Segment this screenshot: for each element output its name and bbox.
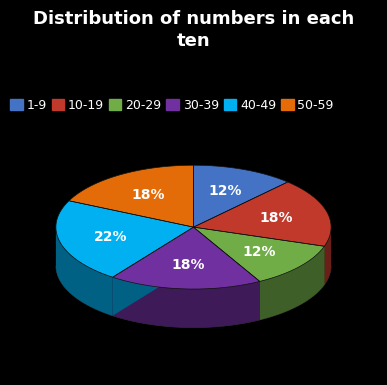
Text: 18%: 18% (259, 211, 293, 224)
Polygon shape (113, 277, 260, 328)
Polygon shape (194, 227, 260, 320)
Polygon shape (194, 227, 260, 320)
Polygon shape (194, 227, 324, 285)
Legend: 1-9, 10-19, 20-29, 30-39, 40-49, 50-59: 1-9, 10-19, 20-29, 30-39, 40-49, 50-59 (10, 99, 334, 112)
Text: 22%: 22% (94, 230, 128, 244)
Polygon shape (69, 165, 194, 227)
Polygon shape (324, 227, 331, 285)
Polygon shape (194, 227, 324, 281)
Text: 12%: 12% (208, 184, 241, 198)
Polygon shape (194, 182, 331, 246)
Polygon shape (56, 201, 194, 277)
Polygon shape (113, 227, 260, 289)
Text: 18%: 18% (131, 188, 164, 202)
Polygon shape (194, 227, 324, 285)
Text: Distribution of numbers in each
ten: Distribution of numbers in each ten (33, 10, 354, 50)
Polygon shape (260, 246, 324, 320)
Text: 18%: 18% (171, 258, 205, 273)
Polygon shape (113, 227, 194, 316)
Polygon shape (194, 165, 288, 227)
Polygon shape (56, 228, 113, 316)
Polygon shape (113, 227, 194, 316)
Text: 12%: 12% (243, 244, 276, 259)
